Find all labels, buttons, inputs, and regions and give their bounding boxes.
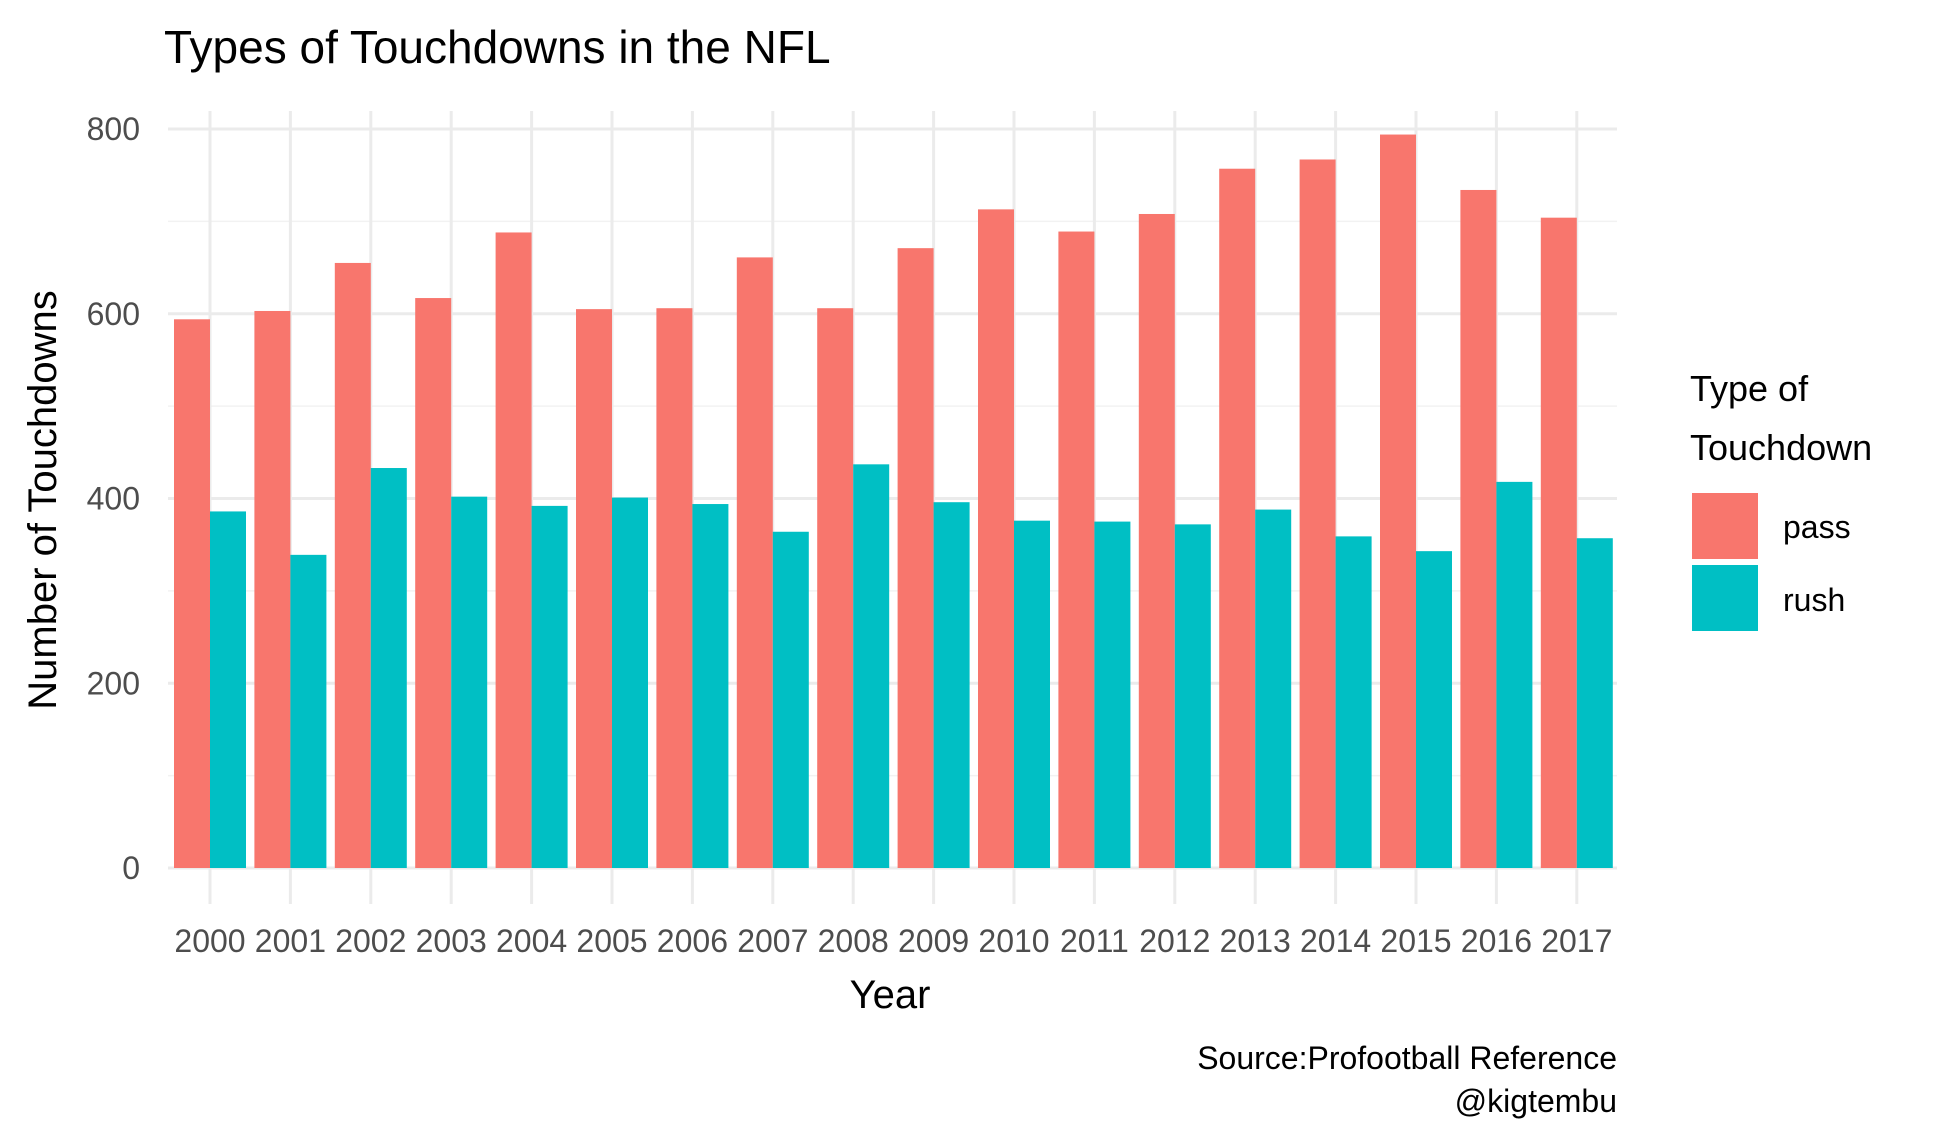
y-axis-title: Number of Touchdowns (21, 290, 65, 710)
bar-pass-2011 (1058, 231, 1095, 868)
bar-pass-2004 (495, 232, 532, 868)
bar-rush-2015 (1416, 551, 1452, 868)
bar-pass-2006 (656, 308, 693, 868)
y-tick-label: 800 (87, 111, 140, 147)
bar-rush-2012 (1174, 524, 1211, 868)
legend-title-line-2: Touchdown (1690, 427, 1872, 468)
bar-pass-2005 (576, 309, 612, 869)
x-tick-label: 2012 (1139, 923, 1210, 959)
x-tick-label: 2006 (657, 923, 728, 959)
bar-rush-2016 (1496, 481, 1533, 868)
y-tick-label: 0 (122, 850, 140, 886)
bar-pass-2012 (1138, 213, 1175, 869)
bar-pass-2017 (1540, 217, 1577, 868)
y-tick-label: 400 (87, 481, 140, 517)
bar-rush-2011 (1094, 521, 1131, 868)
legend-swatch-pass (1692, 493, 1758, 559)
bar-pass-2003 (415, 298, 452, 868)
bar-pass-2002 (334, 262, 371, 869)
legend-title-line-1: Type of (1690, 368, 1809, 409)
x-tick-label: 2005 (576, 923, 647, 959)
x-tick-label: 2014 (1300, 923, 1371, 959)
legend-label-pass: pass (1783, 509, 1851, 545)
x-axis-title: Year (850, 973, 931, 1017)
bar-rush-2009 (933, 502, 970, 868)
x-tick-label: 2002 (335, 923, 406, 959)
bar-rush-2010 (1014, 520, 1050, 868)
x-axis-ticks: 2000 2001 2002 2003 2004 2005 2006 2007 2008 2009… (174, 923, 1612, 959)
x-tick-label: 2003 (416, 923, 487, 959)
bar-pass-2000 (174, 319, 210, 869)
bar-pass-2009 (897, 248, 934, 868)
bar-rush-2004 (531, 505, 568, 868)
bar-pass-2010 (978, 209, 1014, 868)
bar-rush-2002 (370, 468, 407, 868)
x-tick-label: 2010 (978, 923, 1049, 959)
bar-pass-2014 (1299, 159, 1336, 868)
x-tick-label: 2013 (1220, 923, 1291, 959)
bar-rush-2005 (612, 497, 648, 868)
x-tick-label: 2007 (737, 923, 808, 959)
bar-rush-2007 (772, 531, 809, 868)
bar-rush-2006 (692, 504, 729, 868)
bar-rush-2013 (1255, 509, 1292, 868)
y-tick-label: 200 (87, 665, 140, 701)
caption-handle: @kigtembu (1455, 1083, 1617, 1119)
bar-rush-2017 (1576, 538, 1613, 868)
bar-pass-2007 (736, 257, 773, 868)
y-axis-ticks: 0 200 400 600 800 (87, 111, 140, 886)
y-tick-label: 600 (87, 296, 140, 332)
bar-pass-2016 (1460, 189, 1497, 868)
x-tick-label: 2008 (818, 923, 889, 959)
x-tick-label: 2009 (898, 923, 969, 959)
x-tick-label: 2011 (1060, 923, 1129, 959)
x-tick-label: 2001 (255, 923, 326, 959)
caption-source: Source:Profootball Reference (1197, 1040, 1617, 1076)
x-tick-label: 2004 (496, 923, 567, 959)
bar-rush-2001 (290, 554, 327, 868)
legend-swatch-rush (1692, 565, 1758, 631)
legend-label-rush: rush (1783, 582, 1845, 618)
bar-rush-2008 (853, 464, 890, 868)
bar-rush-2014 (1335, 536, 1372, 868)
bar-rush-2000 (210, 511, 246, 868)
bar-pass-2008 (817, 308, 854, 868)
x-tick-label: 2017 (1541, 923, 1612, 959)
bar-rush-2003 (451, 496, 488, 868)
legend: Type of Touchdown pass rush (1690, 368, 1872, 631)
bar-pass-2001 (254, 310, 291, 868)
x-tick-label: 2000 (174, 923, 245, 959)
x-tick-label: 2016 (1461, 923, 1532, 959)
bar-pass-2015 (1380, 134, 1416, 869)
bar-pass-2013 (1219, 168, 1256, 868)
chart-title: Types of Touchdowns in the NFL (164, 21, 831, 73)
x-tick-label: 2015 (1380, 923, 1451, 959)
bars (174, 134, 1613, 869)
